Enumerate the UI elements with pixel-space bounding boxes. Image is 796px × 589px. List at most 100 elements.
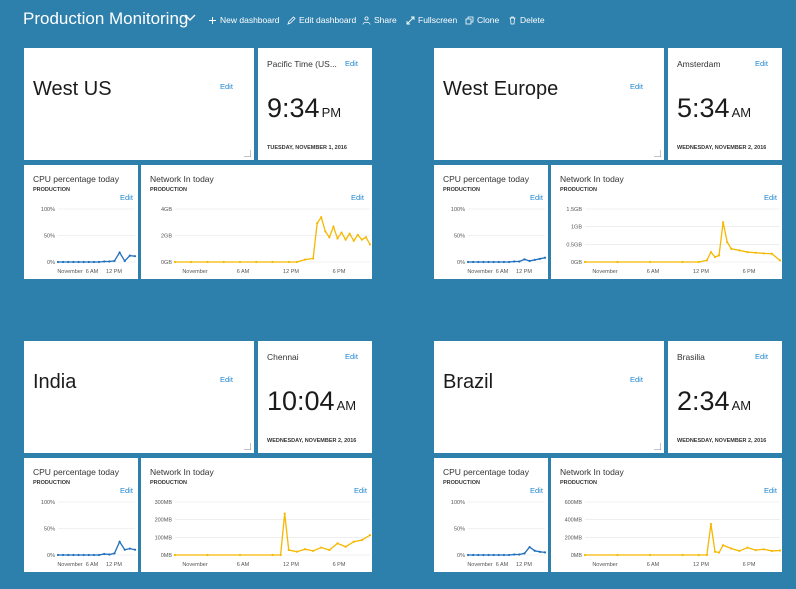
x-tick-label: 12 PM — [516, 562, 532, 568]
data-point — [77, 553, 80, 557]
data-point — [336, 542, 339, 545]
region-tile-india[interactable]: India Edit — [24, 341, 254, 453]
cpu-tile-india[interactable]: CPU percentage today PRODUCTION Edit 100… — [24, 458, 138, 572]
cpu-tile-brazil[interactable]: CPU percentage today PRODUCTION Edit 100… — [434, 458, 548, 572]
edit-link[interactable]: Edit — [755, 352, 768, 361]
x-tick-label: 12 PM — [693, 562, 709, 568]
resize-handle-icon[interactable] — [244, 150, 251, 157]
share-button[interactable]: Share — [362, 14, 397, 26]
y-tick-label: 50% — [44, 527, 55, 533]
data-point — [352, 540, 355, 543]
chart-subtitle: PRODUCTION — [33, 480, 70, 486]
x-tick-label: November — [182, 269, 208, 275]
fullscreen-button[interactable]: Fullscreen — [406, 14, 457, 26]
x-tick-label: November — [592, 269, 618, 275]
data-point — [583, 553, 587, 557]
x-tick-label: 6 AM — [86, 562, 99, 568]
resize-handle-icon[interactable] — [654, 443, 661, 450]
region-tile-brazil[interactable]: Brazil Edit — [434, 341, 664, 453]
network-chart: 600MB 400MB 200MB 0MB November 6 AM 12 PM 6 PM — [565, 500, 782, 568]
data-point — [538, 550, 541, 553]
data-point — [466, 553, 470, 557]
clock-tile-india[interactable]: Chennai Edit 10:04 AM WEDNESDAY, NOVEMBER… — [258, 341, 372, 453]
data-point — [312, 257, 315, 260]
fullscreen-icon — [406, 16, 415, 24]
edit-link[interactable]: Edit — [630, 375, 643, 384]
data-point — [681, 553, 684, 557]
clock-time: 10:04 AM — [267, 386, 356, 417]
resize-handle-icon[interactable] — [244, 443, 251, 450]
data-point — [320, 546, 323, 549]
data-point — [360, 238, 363, 241]
network-tile-west-europe[interactable]: Network In today PRODUCTION Edit 1.5GB 1G… — [551, 165, 782, 279]
data-point — [295, 260, 298, 264]
network-tile-india[interactable]: Network In today PRODUCTION Edit 300MB 20… — [141, 458, 372, 572]
network-chart: 300MB 200MB 100MB 0MB November 6 AM 12 PM 6 PM — [155, 500, 372, 568]
resize-handle-icon[interactable] — [654, 150, 661, 157]
clock-time: 5:34 AM — [677, 93, 751, 124]
data-point — [778, 549, 782, 552]
data-point — [746, 546, 749, 549]
data-point — [730, 247, 733, 250]
clock-ampm: AM — [731, 398, 752, 413]
edit-link[interactable]: Edit — [764, 193, 777, 202]
cpu-tile-west-us[interactable]: CPU percentage today PRODUCTION Edit 100… — [24, 165, 138, 279]
data-point — [328, 236, 331, 239]
data-point — [717, 254, 721, 257]
data-point — [332, 225, 335, 228]
data-point — [324, 230, 327, 233]
data-point — [190, 260, 193, 264]
data-point — [118, 251, 121, 254]
cpu-chart: 100% 50% 0%November 6 AM 12 PM — [41, 207, 137, 275]
clock-tile-brazil[interactable]: Brasilia Edit 2:34 AM WEDNESDAY, NOVEMBER… — [668, 341, 782, 453]
edit-link[interactable]: Edit — [354, 486, 367, 495]
edit-link[interactable]: Edit — [120, 486, 133, 495]
clock-time-value: 10:04 — [267, 386, 335, 416]
edit-link[interactable]: Edit — [764, 486, 777, 495]
delete-button[interactable]: Delete — [508, 14, 545, 26]
edit-link[interactable]: Edit — [345, 59, 358, 68]
y-tick-label: 100MB — [155, 535, 173, 541]
data-point — [62, 553, 65, 557]
data-point — [303, 258, 307, 261]
new-dashboard-button[interactable]: New dashboard — [208, 14, 280, 26]
edit-dashboard-button[interactable]: Edit dashboard — [287, 14, 356, 26]
data-point — [316, 222, 319, 225]
data-point — [466, 260, 470, 264]
edit-link[interactable]: Edit — [630, 82, 643, 91]
x-tick-label: 6 AM — [647, 562, 660, 568]
clock-timezone: Brasilia — [677, 352, 705, 362]
chart-title: CPU percentage today — [443, 174, 529, 184]
data-point — [87, 260, 90, 264]
series-line — [585, 523, 781, 556]
edit-link[interactable]: Edit — [530, 486, 543, 495]
clone-button[interactable]: Clone — [465, 14, 499, 26]
clock-tile-west-us[interactable]: Pacific Time (US... Edit 9:34 PM TUESDAY,… — [258, 48, 372, 160]
chevron-down-icon[interactable] — [184, 13, 196, 23]
dashboard-title[interactable]: Production Monitoring — [23, 9, 189, 28]
region-tile-west-europe[interactable]: West Europe Edit — [434, 48, 664, 160]
clock-timezone: Pacific Time (US... — [267, 59, 337, 69]
region-name: West Europe — [443, 78, 559, 100]
edit-link[interactable]: Edit — [351, 193, 364, 202]
y-tick-label: 4GB — [161, 207, 172, 213]
x-tick-label: 6 AM — [237, 562, 250, 568]
clock-timezone: Chennai — [267, 352, 299, 362]
edit-link[interactable]: Edit — [120, 193, 133, 202]
series-line — [585, 222, 781, 263]
network-tile-brazil[interactable]: Network In today PRODUCTION Edit 600MB 40… — [551, 458, 782, 572]
edit-link[interactable]: Edit — [345, 352, 358, 361]
x-tick-label: November — [467, 562, 493, 568]
clock-time: 2:34 AM — [677, 386, 751, 417]
clock-tile-west-europe[interactable]: Amsterdam Edit 5:34 AM WEDNESDAY, NOVEMBE… — [668, 48, 782, 160]
network-tile-west-us[interactable]: Network In today PRODUCTION Edit 4GB 2GB 0… — [141, 165, 372, 279]
x-tick-label: 12 PM — [283, 562, 299, 568]
y-tick-label: 0% — [457, 260, 465, 266]
cpu-tile-west-europe[interactable]: CPU percentage today PRODUCTION Edit 100… — [434, 165, 548, 279]
edit-link[interactable]: Edit — [220, 375, 233, 384]
edit-link[interactable]: Edit — [220, 82, 233, 91]
edit-link[interactable]: Edit — [530, 193, 543, 202]
region-tile-west-us[interactable]: West US Edit — [24, 48, 254, 160]
edit-link[interactable]: Edit — [755, 59, 768, 68]
data-point — [543, 551, 547, 554]
